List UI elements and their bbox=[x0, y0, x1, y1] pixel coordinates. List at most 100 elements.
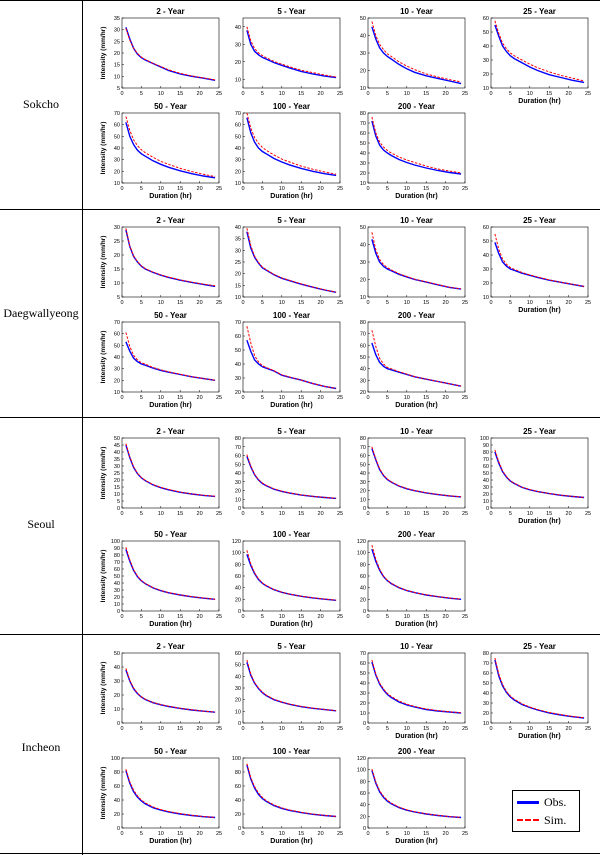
x-tick-label: 25 bbox=[585, 726, 591, 732]
x-tick-label: 0 bbox=[120, 186, 123, 192]
y-tick-label: 30 bbox=[114, 464, 120, 470]
series-line-obs bbox=[125, 122, 216, 179]
y-tick-label: 0 bbox=[117, 506, 120, 512]
x-tick-label: 10 bbox=[527, 511, 533, 517]
y-axis-label: Intensity (mm/hr) bbox=[100, 27, 107, 80]
y-tick-label: 100 bbox=[232, 551, 241, 557]
y-tick-label: 80 bbox=[360, 436, 366, 442]
x-tick-label: 20 bbox=[443, 91, 449, 97]
y-tick-label: 120 bbox=[357, 756, 366, 762]
series-line-obs bbox=[371, 120, 462, 175]
plot-frame bbox=[121, 321, 220, 393]
panel-daegwallyeong-25yr: 25 - Year 10 20 30 40 50 60 0 5 10 15 20 25 Duration … bbox=[483, 216, 591, 314]
panel-sokcho-25yr: 25 - Year 10 20 30 40 50 60 0 5 10 15 20 25 Duration … bbox=[483, 7, 591, 105]
x-tick-label: 20 bbox=[197, 300, 203, 306]
panel-incheon-200yr: 200 - Year 0 20 40 60 80 100 120 0 5 10 15 20 25 Durat… bbox=[357, 747, 468, 845]
x-tick-label: 0 bbox=[120, 395, 123, 401]
x-tick-label: 25 bbox=[462, 726, 468, 732]
y-tick-label: 30 bbox=[114, 588, 120, 594]
panel-sokcho-10yr: 10 - Year 10 20 30 40 50 0 5 10 15 20 25 bbox=[360, 7, 468, 97]
x-axis-label: Duration (hr) bbox=[395, 402, 437, 409]
y-tick-label: 30 bbox=[235, 686, 241, 692]
x-tick-label: 15 bbox=[177, 614, 183, 620]
x-tick-label: 15 bbox=[298, 91, 304, 97]
y-tick-label: 20 bbox=[114, 693, 120, 699]
x-tick-label: 10 bbox=[404, 511, 410, 517]
x-tick-label: 0 bbox=[489, 91, 492, 97]
x-tick-label: 0 bbox=[366, 614, 369, 620]
y-tick-label: 15 bbox=[114, 63, 120, 69]
x-tick-label: 25 bbox=[216, 300, 222, 306]
y-tick-label: 30 bbox=[360, 51, 366, 57]
y-tick-label: 100 bbox=[111, 539, 120, 545]
plot-frame bbox=[242, 17, 341, 89]
y-tick-label: 40 bbox=[235, 471, 241, 477]
y-tick-label: 60 bbox=[360, 343, 366, 349]
y-tick-label: 40 bbox=[114, 146, 120, 152]
series-line-obs bbox=[246, 764, 337, 818]
plot-frame bbox=[121, 757, 220, 829]
series-line-sim bbox=[371, 330, 462, 387]
x-tick-label: 5 bbox=[386, 186, 389, 192]
y-tick-label: 70 bbox=[114, 320, 120, 326]
y-tick-label: 20 bbox=[483, 711, 489, 717]
y-tick-label: 5 bbox=[117, 86, 120, 92]
x-tick-label: 15 bbox=[298, 395, 304, 401]
x-tick-label: 10 bbox=[158, 831, 164, 837]
x-tick-label: 0 bbox=[241, 91, 244, 97]
series-line-obs bbox=[371, 770, 462, 819]
x-tick-label: 5 bbox=[140, 91, 143, 97]
y-tick-label: 10 bbox=[235, 181, 241, 187]
y-tick-label: 0 bbox=[238, 826, 241, 832]
y-tick-label: 60 bbox=[235, 574, 241, 580]
plot-frame bbox=[242, 112, 341, 184]
y-tick-label: 20 bbox=[114, 253, 120, 259]
y-tick-label: 20 bbox=[235, 812, 241, 818]
panel-title: 5 - Year bbox=[277, 642, 305, 651]
x-tick-label: 0 bbox=[489, 726, 492, 732]
y-tick-label: 25 bbox=[114, 239, 120, 245]
y-tick-label: 70 bbox=[360, 445, 366, 451]
x-tick-label: 20 bbox=[197, 395, 203, 401]
x-tick-label: 25 bbox=[337, 831, 343, 837]
x-tick-label: 0 bbox=[241, 614, 244, 620]
panel-title: 25 - Year bbox=[523, 427, 556, 436]
x-tick-label: 0 bbox=[120, 91, 123, 97]
x-tick-label: 10 bbox=[279, 511, 285, 517]
panel-title: 2 - Year bbox=[156, 427, 184, 436]
panel-daegwallyeong-5yr: 5 - Year 10 15 20 25 30 35 40 0 5 10 15 20 25 bbox=[235, 216, 343, 306]
series-line-sim bbox=[125, 332, 216, 381]
x-tick-label: 15 bbox=[423, 614, 429, 620]
y-tick-label: 20 bbox=[483, 492, 489, 498]
y-tick-label: 30 bbox=[360, 161, 366, 167]
x-tick-label: 5 bbox=[261, 300, 264, 306]
series-line-sim bbox=[371, 232, 462, 290]
y-tick-label: 30 bbox=[360, 260, 366, 266]
y-tick-label: 40 bbox=[483, 691, 489, 697]
series-line-obs bbox=[371, 661, 462, 714]
x-tick-label: 0 bbox=[366, 186, 369, 192]
y-tick-label: 60 bbox=[235, 784, 241, 790]
y-tick-label: 40 bbox=[114, 450, 120, 456]
x-tick-label: 15 bbox=[423, 91, 429, 97]
panel-title: 10 - Year bbox=[400, 642, 433, 651]
x-tick-label: 5 bbox=[261, 395, 264, 401]
plot-frame bbox=[367, 321, 466, 393]
x-tick-label: 20 bbox=[318, 511, 324, 517]
x-tick-label: 15 bbox=[423, 831, 429, 837]
legend-label-sim: Sim. bbox=[544, 813, 567, 827]
y-tick-label: 80 bbox=[483, 450, 489, 456]
y-tick-label: 10 bbox=[483, 295, 489, 301]
panel-title: 10 - Year bbox=[400, 427, 433, 436]
series-line-sim bbox=[371, 768, 462, 818]
panel-incheon-2yr: 2 - Year 0 10 20 30 40 50 0 5 10 15 20 25 Intensity (… bbox=[100, 642, 222, 732]
y-tick-label: 10 bbox=[114, 492, 120, 498]
x-tick-label: 20 bbox=[566, 511, 572, 517]
y-tick-label: 30 bbox=[235, 42, 241, 48]
x-axis-label: Duration (hr) bbox=[270, 193, 312, 200]
plot-frame bbox=[121, 226, 220, 298]
y-tick-label: 80 bbox=[235, 436, 241, 442]
x-tick-label: 25 bbox=[216, 511, 222, 517]
x-tick-label: 10 bbox=[279, 186, 285, 192]
